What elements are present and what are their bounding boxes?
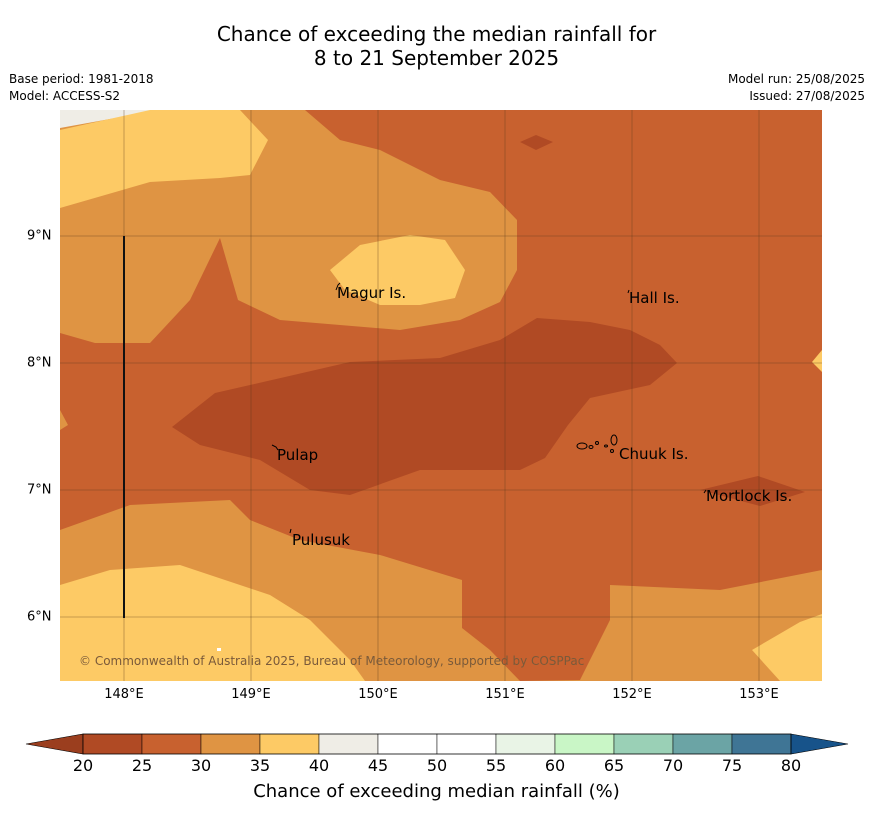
model-info: Base period: 1981-2018 Model: ACCESS-S2	[9, 71, 154, 105]
hall-island-shape	[627, 289, 630, 294]
title-line-2: 8 to 21 September 2025	[313, 46, 560, 70]
place-label-chuuk: Chuuk Is.	[619, 445, 689, 463]
colorbar-cell	[436, 733, 497, 755]
lat-label: 9°N	[27, 228, 52, 244]
lat-label: 7°N	[27, 482, 52, 498]
title-line-1: Chance of exceeding the median rainfall …	[216, 22, 657, 46]
map-area	[60, 110, 822, 681]
model-run: Model run: 25/08/2025	[727, 72, 865, 86]
region-35-40-magur	[330, 235, 465, 305]
colorbar-tick-label: 30	[190, 756, 212, 775]
colorbar-cell	[141, 733, 202, 755]
pulap-island-shape	[271, 444, 279, 451]
place-label-pulusuk: Pulusuk	[292, 531, 350, 549]
region-35-40-e-edge	[812, 350, 822, 372]
magur-island-shape	[335, 282, 341, 291]
white-speck	[217, 648, 221, 651]
lat-label: 6°N	[27, 609, 52, 625]
place-label-hall: Hall Is.	[629, 289, 680, 307]
copyright-notice: © Commonwealth of Australia 2025, Bureau…	[79, 654, 585, 668]
colorbar-cell	[672, 733, 733, 755]
island-shapes	[271, 282, 707, 534]
run-info: Model run: 25/08/2025 Issued: 27/08/2025	[728, 71, 865, 105]
colorbar-tick-label: 70	[662, 756, 684, 775]
colorbar-cell	[613, 733, 674, 755]
lon-label: 148°E	[104, 687, 144, 702]
lon-label: 152°E	[612, 687, 652, 702]
colorbar-tick-label: 45	[367, 756, 389, 775]
lon-label: 153°E	[739, 687, 779, 702]
region-35-40-se	[752, 614, 822, 681]
place-label-mortlock: Mortlock Is.	[706, 487, 793, 505]
model-name: Model: ACCESS-S2	[9, 89, 121, 103]
place-label-magur: Magur Is.	[337, 284, 407, 302]
colorbar	[25, 733, 849, 755]
colorbar-tick-label: 60	[544, 756, 566, 775]
colorbar-cell	[318, 733, 379, 755]
colorbar-tick-label: 80	[780, 756, 802, 775]
colorbar-cell	[82, 733, 143, 755]
gridlines	[60, 110, 822, 681]
base-period: Base period: 1981-2018	[9, 72, 154, 86]
colorbar-cell	[259, 733, 320, 755]
lat-label: 8°N	[27, 355, 52, 371]
colorbar-tick-label: 75	[721, 756, 743, 775]
region-20-25-small-n	[520, 135, 553, 150]
chuuk-island-shape	[576, 434, 618, 453]
lon-label: 151°E	[485, 687, 525, 702]
map-title: Chance of exceeding the median rainfall …	[0, 22, 873, 70]
lon-label: 150°E	[358, 687, 398, 702]
colorbar-outline	[82, 733, 792, 755]
colorbar-cells	[82, 733, 792, 755]
pulusuk-island-shape	[289, 528, 292, 534]
region-20-25-small-e	[700, 476, 805, 506]
colorbar-tick-label: 55	[485, 756, 507, 775]
colorbar-over-arrow	[790, 733, 849, 755]
colorbar-tick-label: 35	[249, 756, 271, 775]
colorbar-cell	[731, 733, 792, 755]
region-20-25-central	[172, 318, 677, 495]
colorbar-tick-label: 20	[72, 756, 94, 775]
region-35-40-sw	[60, 565, 365, 681]
region-35-40-nw	[60, 110, 268, 208]
colorbar-tick-label: 25	[131, 756, 153, 775]
mortlock-island-shape	[703, 489, 707, 494]
lon-label: 149°E	[231, 687, 271, 702]
colorbar-tick-label: 50	[426, 756, 448, 775]
issued-date: Issued: 27/08/2025	[749, 89, 865, 103]
colorbar-tick-label: 40	[308, 756, 330, 775]
colorbar-under-arrow	[25, 733, 84, 755]
colorbar-tick-label: 65	[603, 756, 625, 775]
place-label-pulap: Pulap	[277, 446, 319, 464]
colorbar-cell	[495, 733, 556, 755]
colorbar-cell	[554, 733, 615, 755]
colorbar-title: Chance of exceeding median rainfall (%)	[253, 781, 620, 802]
colorbar-cell	[377, 733, 438, 755]
colorbar-cell	[200, 733, 261, 755]
